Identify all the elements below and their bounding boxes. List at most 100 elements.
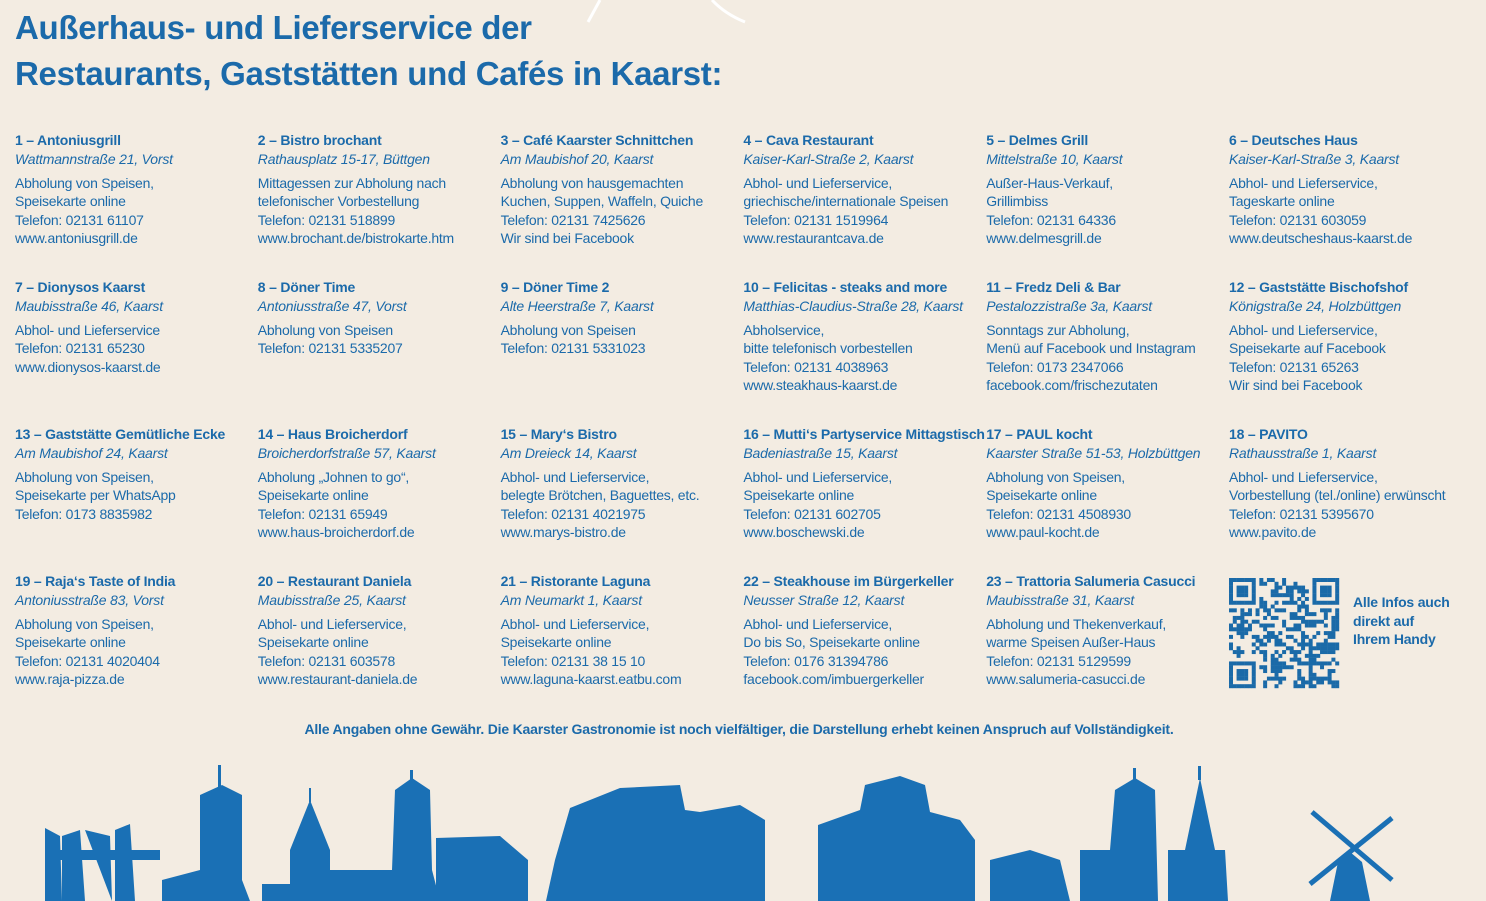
qr-module	[1240, 623, 1245, 628]
entry-line: Telefon: 02131 7425626	[500, 211, 646, 228]
qr-module	[1266, 578, 1271, 582]
entry-line: Speisekarte online	[500, 634, 612, 650]
qr-module	[1320, 593, 1325, 598]
qr-module	[1297, 642, 1302, 647]
qr-module	[1304, 661, 1309, 666]
qr-module	[1327, 676, 1332, 681]
qr-module	[1331, 600, 1336, 605]
qr-module	[1293, 680, 1298, 685]
entry-address: Maubisstraße 31, Kaarst	[986, 591, 1135, 608]
qr-module	[1251, 634, 1256, 639]
qr-module	[1335, 596, 1340, 601]
qr-module	[1278, 661, 1283, 666]
qr-module	[1232, 608, 1237, 613]
entry-line: Telefon: 02131 4038963	[743, 358, 889, 375]
qr-module	[1297, 676, 1302, 681]
qr-module	[1251, 684, 1256, 689]
qr-module	[1320, 589, 1325, 594]
qr-module	[1304, 623, 1309, 628]
qr-module	[1335, 619, 1340, 624]
qr-module	[1240, 669, 1245, 674]
qr-module	[1289, 650, 1294, 655]
qr-module	[1251, 593, 1256, 598]
qr-module	[1270, 661, 1275, 666]
qr-module	[1297, 596, 1302, 601]
qr-module	[1229, 646, 1233, 651]
qr-module	[1312, 646, 1317, 651]
qr-module	[1274, 615, 1279, 620]
entry-line: Telefon: 02131 602705	[743, 505, 881, 522]
qr-module	[1240, 684, 1245, 689]
qr-module	[1327, 593, 1332, 598]
qr-module	[1316, 653, 1321, 658]
qr-module	[1316, 619, 1321, 624]
entry-line: Telefon: 02131 5395670	[1229, 505, 1374, 522]
qr-module	[1255, 608, 1260, 613]
qr-module	[1327, 661, 1332, 666]
qr-module	[1232, 650, 1237, 655]
qr-module	[1266, 612, 1271, 617]
qr-module	[1244, 627, 1249, 632]
entry-name: 4 – Cava Restaurant	[743, 132, 874, 148]
qr-module	[1259, 604, 1264, 609]
qr-module	[1301, 604, 1306, 609]
entry-line: Mittagessen zur Abholung nach	[257, 174, 446, 191]
qr-module	[1255, 612, 1260, 617]
entry-name: 22 – Steakhouse im Bürgerkeller	[743, 573, 954, 589]
qr-module	[1308, 676, 1313, 681]
qr-module	[1285, 585, 1290, 590]
qr-module	[1259, 642, 1264, 647]
qr-module	[1320, 680, 1325, 685]
qr-module	[1240, 608, 1245, 613]
qr-module	[1229, 581, 1233, 586]
qr-module	[1312, 657, 1317, 662]
qr-module	[1285, 593, 1290, 598]
entry-line: Speisekarte auf Facebook	[1229, 340, 1386, 356]
entry-line: Telefon: 02131 38 15 10	[500, 652, 646, 669]
qr-module	[1308, 612, 1313, 617]
qr-module	[1308, 669, 1313, 674]
qr-module	[1297, 657, 1302, 662]
entry-line: Abhol- und Lieferservice,	[1229, 321, 1378, 338]
qr-module	[1251, 585, 1256, 590]
qr-module	[1229, 665, 1233, 670]
entry-line: www.paul-kocht.de	[986, 524, 1100, 540]
qr-module	[1278, 665, 1283, 670]
qr-module	[1327, 680, 1332, 685]
qr-module	[1331, 627, 1336, 632]
entry-line: Telefon: 02131 61107	[15, 211, 144, 228]
qr-module	[1274, 684, 1279, 689]
entry-line: warme Speisen Außer-Haus	[986, 634, 1156, 650]
qr-module	[1229, 680, 1233, 685]
qr-module	[1327, 650, 1332, 655]
qr-module	[1282, 676, 1287, 681]
qr-module	[1270, 657, 1275, 662]
qr-module	[1251, 642, 1256, 647]
qr-module	[1331, 623, 1336, 628]
entry-line: Abhol- und Lieferservice,	[257, 615, 407, 632]
entry-name: 12 – Gaststätte Bischofshof	[1229, 279, 1408, 295]
entry-line: Speisekarte online	[257, 487, 369, 503]
qr-module	[1308, 650, 1313, 655]
qr-module	[1308, 623, 1313, 628]
qr-module	[1331, 578, 1336, 582]
qr-module	[1308, 642, 1313, 647]
qr-module	[1320, 600, 1325, 605]
entry-address: Am Dreieck 14, Kaarst	[500, 444, 637, 461]
qr-module	[1289, 600, 1294, 605]
qr-module	[1247, 661, 1252, 666]
qr-module	[1323, 650, 1328, 655]
entry-address: Matthias-Claudius-Straße 28, Kaarst	[743, 297, 963, 314]
qr-module	[1331, 684, 1336, 689]
entry-name: 15 – Mary‘s Bistro	[500, 426, 617, 442]
qr-module	[1229, 608, 1233, 613]
qr-module	[1244, 619, 1249, 624]
qr-module	[1327, 608, 1332, 613]
qr-module	[1285, 634, 1290, 639]
qr-module	[1320, 619, 1325, 624]
qr-module	[1240, 661, 1245, 666]
entry-line: Telefon: 02131 5129599	[986, 652, 1131, 669]
qr-module	[1323, 612, 1328, 617]
entry-line: Abhol- und Lieferservice,	[743, 468, 893, 485]
qr-module	[1308, 665, 1313, 670]
